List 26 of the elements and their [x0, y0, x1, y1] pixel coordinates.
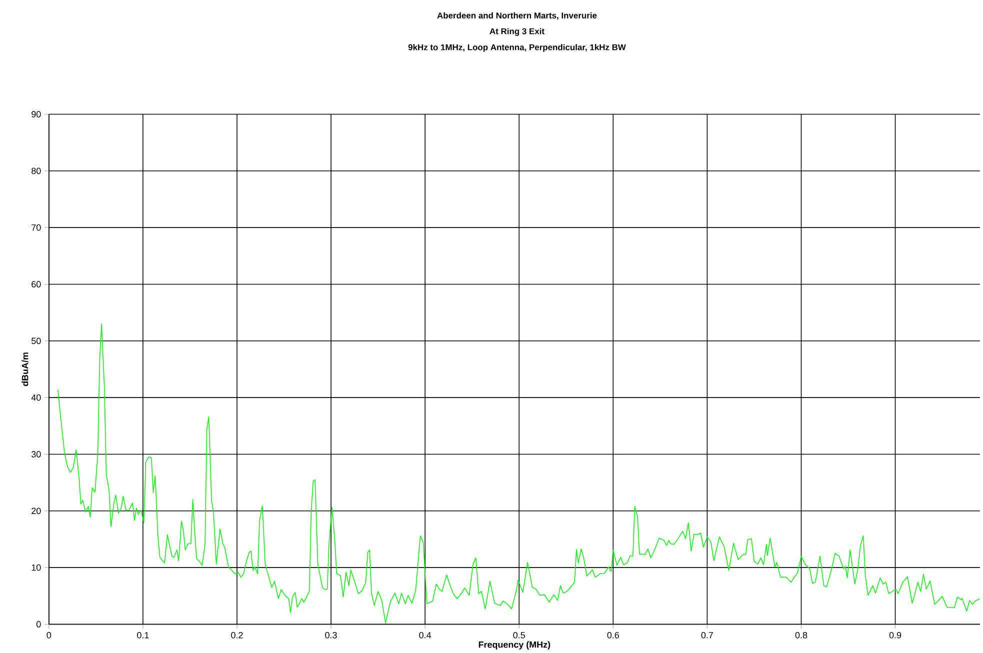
y-tick-label: 80	[32, 168, 41, 174]
x-tick-label: 0.8	[795, 632, 808, 638]
line-series	[58, 324, 980, 624]
x-tick-label: 0	[46, 632, 52, 638]
y-tick-label: 60	[32, 281, 41, 288]
x-tick-label: 0.3	[325, 632, 337, 638]
x-tick-label: 0.6	[607, 632, 619, 638]
x-tick-label: 0.2	[231, 632, 243, 638]
chart-subtitle: At Ring 3 Exit	[490, 28, 544, 36]
y-tick-label: 50	[32, 338, 41, 344]
chart-title: Aberdeen and Northern Marts, Inverurie	[437, 12, 597, 20]
x-tick-label: 0.5	[513, 632, 525, 638]
y-tick-label: 30	[32, 451, 41, 458]
x-tick-label: 0.1	[137, 632, 149, 638]
y-tick-label: 90	[32, 111, 41, 118]
y-tick-label: 10	[32, 564, 41, 571]
x-tick-label: 0.7	[701, 632, 713, 638]
y-tick-label: 0	[36, 621, 41, 628]
y-tick-label: 70	[32, 224, 41, 231]
x-tick-label: 0.4	[419, 632, 432, 638]
x-axis-title: Frequency (MHz)	[478, 641, 550, 650]
y-tick-label: 20	[32, 508, 41, 514]
y-axis-title: dBuA/m	[22, 352, 28, 386]
x-tick-label: 0.9	[889, 632, 902, 638]
text: 9kHz to 1MHz, Loop Antenna, Perpendicular, 1kHz BW	[408, 44, 626, 52]
y-tick-label: 40	[31, 394, 41, 401]
